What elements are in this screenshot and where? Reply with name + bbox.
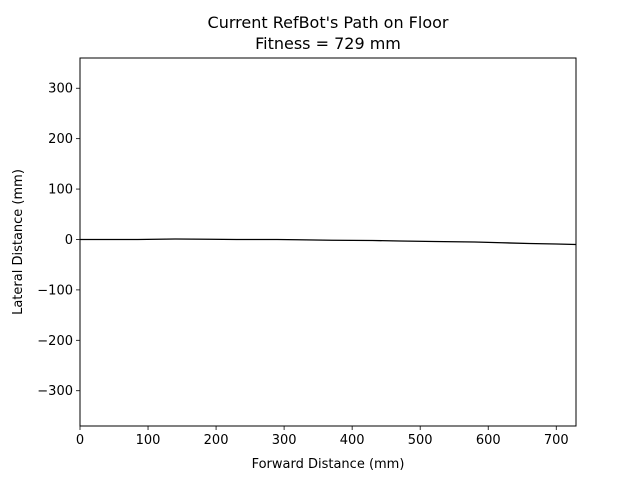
chart-title: Current RefBot's Path on Floor (208, 13, 449, 32)
y-tick-label: 300 (48, 82, 73, 97)
series-layer (80, 238, 577, 246)
path-line (80, 238, 577, 246)
x-axis-label: Forward Distance (mm) (252, 457, 405, 472)
plot-area-frame (79, 57, 577, 427)
chart-subtitle: Fitness = 729 mm (255, 34, 401, 53)
y-tick-label: 200 (48, 132, 73, 147)
x-tick-label: 700 (544, 433, 569, 448)
x-axis-ticks: 0 100 200 300 400 500 600 700 (76, 426, 569, 448)
x-tick-label: 400 (340, 433, 365, 448)
y-tick-label: 0 (65, 233, 73, 248)
x-tick-label: 600 (476, 433, 501, 448)
y-axis-ticks: −300 −200 −100 0 100 200 300 (37, 82, 80, 399)
y-axis-label: Lateral Distance (mm) (11, 169, 26, 315)
x-tick-label: 300 (272, 433, 297, 448)
x-tick-label: 0 (76, 433, 84, 448)
y-tick-label: −100 (37, 283, 73, 298)
x-tick-label: 500 (408, 433, 433, 448)
x-tick-label: 100 (136, 433, 161, 448)
x-tick-label: 200 (204, 433, 229, 448)
y-tick-label: 100 (48, 183, 73, 198)
y-tick-label: −300 (37, 384, 73, 399)
y-tick-label: −200 (37, 334, 73, 349)
